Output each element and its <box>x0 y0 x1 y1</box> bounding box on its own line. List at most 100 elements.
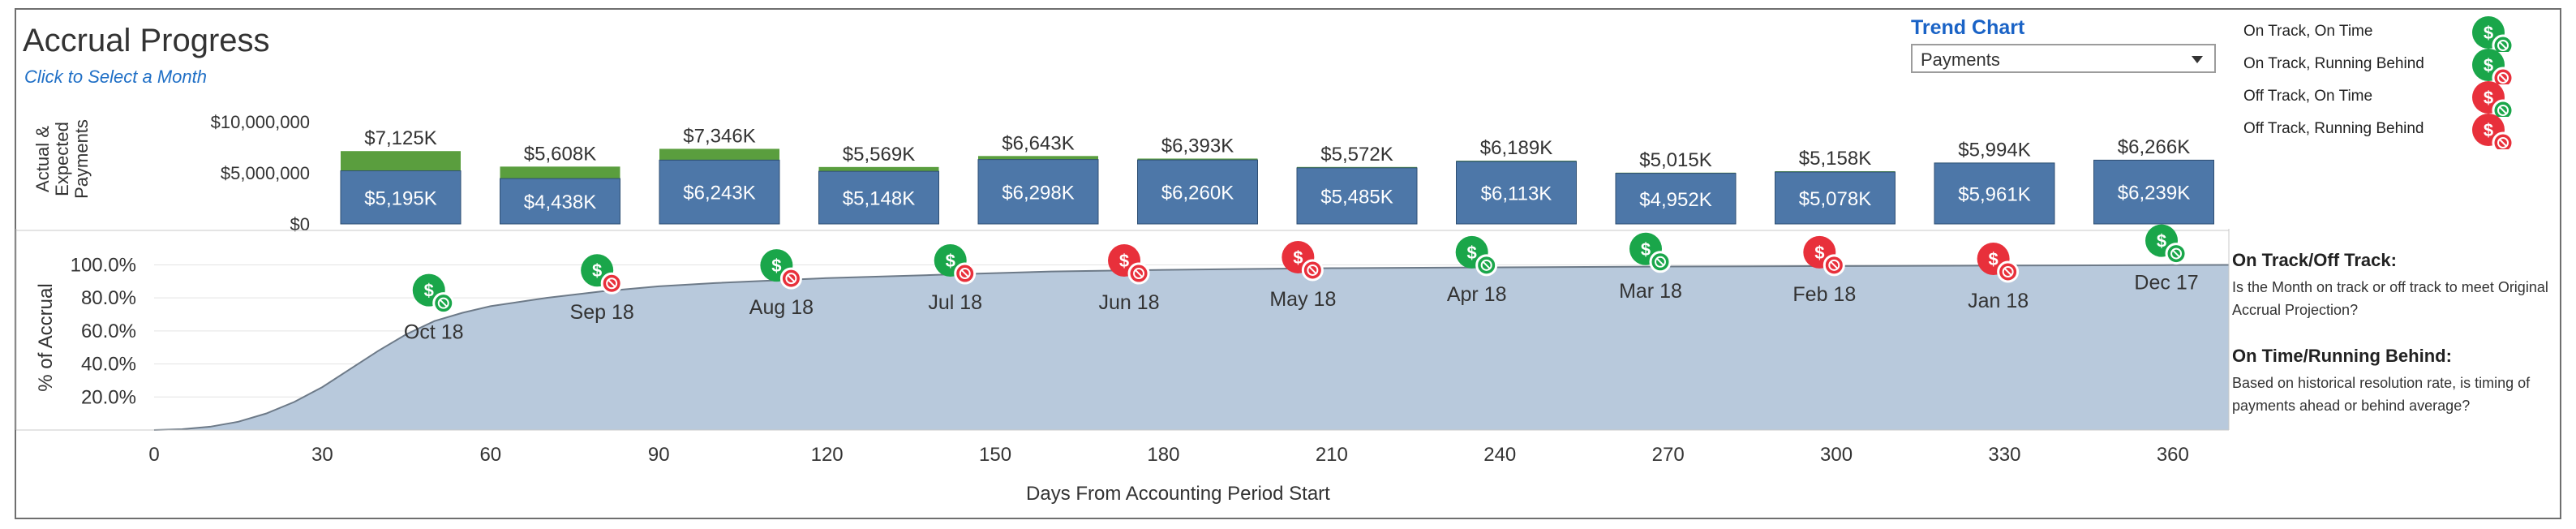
badge-ring-icon <box>1480 259 1492 271</box>
month-marker-label[interactable]: Feb 18 <box>1792 283 1856 306</box>
select-month-link[interactable]: Click to Select a Month <box>24 67 207 87</box>
actual-payment-bar[interactable] <box>1934 162 2055 225</box>
month-status-marker[interactable]: $ <box>581 254 623 295</box>
actual-value-label: $5,485K <box>1320 186 1393 208</box>
expected-value-label: $6,266K <box>2118 136 2190 158</box>
actual-payment-bar[interactable] <box>2093 159 2214 225</box>
area-y-tick-label: 60.0% <box>81 320 136 342</box>
bar-y-tick-label: $5,000,000 <box>221 163 310 183</box>
legend-label: On Track, Running Behind <box>2243 55 2424 72</box>
badge-slash-icon <box>608 279 616 287</box>
legend-item: On Track, Running Behind $ <box>2243 49 2519 84</box>
actual-payment-bar[interactable] <box>1137 159 1258 225</box>
area-x-tick-label: 300 <box>1820 444 1853 466</box>
dollar-sign-icon: $ <box>424 281 434 301</box>
month-status-marker[interactable]: $ <box>760 249 802 290</box>
month-marker-label[interactable]: Aug 18 <box>749 296 814 319</box>
month-marker-label[interactable]: Jan 18 <box>1968 290 2029 312</box>
month-status-marker[interactable]: $ <box>2145 224 2187 265</box>
accrual-area <box>154 264 2229 430</box>
trend-chart-selected: Payments <box>1921 49 2000 70</box>
badge-slash-icon <box>440 299 448 308</box>
month-status-marker[interactable]: $ <box>1108 244 1150 285</box>
month-status-marker[interactable]: $ <box>1455 235 1498 277</box>
status-notes: On Track/Off Track: Is the Month on trac… <box>2232 250 2557 441</box>
trend-chart-label: Trend Chart <box>1911 16 2025 39</box>
accrual-curve-line <box>153 264 2230 431</box>
dashboard-frame <box>15 8 2561 519</box>
status-icon-off-track-running-behind: $ <box>2472 114 2514 149</box>
legend-status-icon: $ <box>2472 81 2514 117</box>
area-x-tick-label: 330 <box>1988 444 2020 466</box>
month-marker-label[interactable]: May 18 <box>1269 288 1336 311</box>
month-marker-label[interactable]: Oct 18 <box>404 321 464 344</box>
dollar-sign-icon: $ <box>2484 120 2493 140</box>
area-x-tick-label: 240 <box>1483 444 1516 466</box>
area-y-tick-label: 80.0% <box>81 287 136 309</box>
badge-slash-icon <box>2499 74 2507 82</box>
badge-ring-icon <box>2002 265 2014 277</box>
trend-chart-dropdown[interactable]: Payments <box>1911 44 2216 73</box>
month-marker-label[interactable]: Sep 18 <box>570 301 634 324</box>
area-x-tick-label: 60 <box>479 444 501 466</box>
actual-payment-bar[interactable] <box>1456 161 1577 225</box>
note-heading-time: On Time/Running Behind: <box>2232 346 2452 366</box>
month-marker-label[interactable]: Apr 18 <box>1447 283 1507 306</box>
badge-slash-icon <box>1482 261 1491 269</box>
expected-value-label: $5,569K <box>843 144 915 166</box>
badge-slash-icon <box>961 269 969 277</box>
dollar-sign-icon: $ <box>2157 231 2166 252</box>
area-x-tick-label: 120 <box>811 444 844 466</box>
area-y-tick-label: 40.0% <box>81 354 136 376</box>
legend-status-icon: $ <box>2472 49 2514 84</box>
actual-payment-bar[interactable] <box>818 170 939 225</box>
bar-y-tick-label: $0 <box>290 214 310 234</box>
expected-value-label: $7,346K <box>683 125 755 147</box>
actual-payment-bar[interactable] <box>1615 173 1737 225</box>
actual-value-label: $5,148K <box>843 188 915 210</box>
area-x-tick-label: 150 <box>979 444 1011 466</box>
dollar-sign-icon: $ <box>771 256 781 276</box>
month-status-marker[interactable]: $ <box>412 273 455 315</box>
actual-payment-bar[interactable] <box>500 178 620 225</box>
badge-slash-icon <box>2499 41 2507 49</box>
month-marker-label[interactable]: Jul 18 <box>928 291 982 314</box>
expected-value-label: $6,189K <box>1480 137 1552 159</box>
month-marker-label[interactable]: Dec 17 <box>2134 272 2198 295</box>
actual-value-label: $6,113K <box>1481 183 1552 204</box>
month-status-marker[interactable]: $ <box>1803 235 1845 277</box>
month-status-marker[interactable]: $ <box>1282 240 1324 282</box>
badge-slash-icon <box>2499 106 2507 114</box>
legend-label: On Track, On Time <box>2243 23 2373 40</box>
badge-ring-icon <box>1133 268 1145 280</box>
badge-slash-icon <box>1830 261 1839 269</box>
actual-value-label: $6,260K <box>1161 183 1234 204</box>
bar-y-tick-label: $10,000,000 <box>211 112 310 132</box>
month-status-marker[interactable]: $ <box>934 244 977 285</box>
note-body-track: Is the Month on track or off track to me… <box>2232 279 2548 318</box>
dollar-sign-icon: $ <box>2484 23 2493 43</box>
accrual-area-chart: 100.0% 80.0% 60.0% 40.0% 20.0% 0 30 60 90 120 150 1… <box>15 224 2230 505</box>
actual-payment-bar[interactable] <box>340 170 462 225</box>
month-marker-label[interactable]: Jun 18 <box>1099 291 1160 314</box>
badge-slash-icon <box>2499 139 2507 147</box>
month-status-marker[interactable]: $ <box>1629 232 1672 273</box>
actual-payment-bar[interactable] <box>1775 171 1896 225</box>
area-y-tick-label: 20.0% <box>81 386 136 408</box>
badge-ring-icon <box>606 277 618 290</box>
actual-value-label: $5,078K <box>1799 188 1871 210</box>
month-marker-label[interactable]: Mar 18 <box>1619 280 1682 303</box>
actual-value-label: $4,438K <box>524 191 596 213</box>
actual-payment-bar[interactable] <box>659 159 780 225</box>
month-status-marker[interactable]: $ <box>1977 242 2020 283</box>
badge-slash-icon <box>787 274 796 282</box>
dollar-sign-icon: $ <box>2484 88 2493 108</box>
area-x-tick-label: 210 <box>1316 444 1348 466</box>
badge-slash-icon <box>2003 268 2012 276</box>
actual-payment-bar[interactable] <box>977 159 1099 225</box>
dollar-sign-icon: $ <box>1814 243 1824 263</box>
actual-payment-bar[interactable] <box>1296 167 1418 225</box>
legend-status-icon: $ <box>2472 16 2514 52</box>
badge-ring-icon <box>959 268 971 280</box>
expected-value-label: $5,015K <box>1639 149 1711 171</box>
